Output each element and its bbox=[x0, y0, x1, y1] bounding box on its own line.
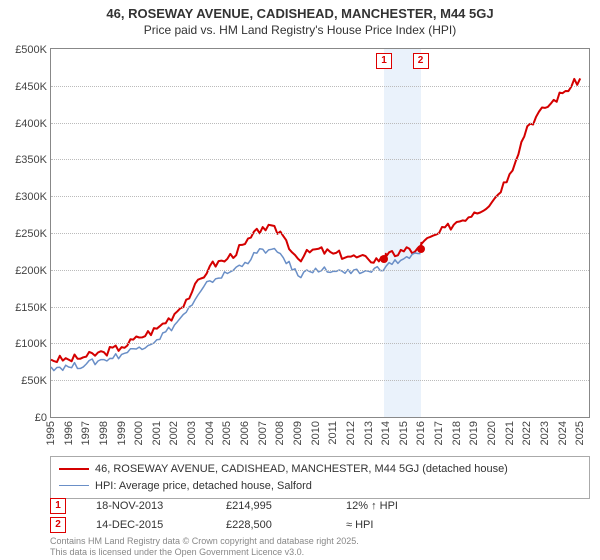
copyright-notice: Contains HM Land Registry data © Crown c… bbox=[50, 536, 590, 558]
event-date: 14-DEC-2015 bbox=[96, 519, 196, 531]
gridline-h: £500K bbox=[51, 49, 589, 50]
legend-swatch bbox=[59, 468, 89, 470]
x-axis-label: 1996 bbox=[63, 421, 75, 445]
y-axis-label: £500K bbox=[15, 44, 47, 56]
x-axis-label: 2019 bbox=[468, 421, 480, 445]
sale-point-dot bbox=[417, 245, 425, 253]
x-axis-label: 2005 bbox=[221, 421, 233, 445]
gridline-h: £450K bbox=[51, 86, 589, 87]
y-axis-label: £350K bbox=[15, 154, 47, 166]
legend-item: 46, ROSEWAY AVENUE, CADISHEAD, MANCHESTE… bbox=[59, 461, 581, 478]
chart-subtitle: Price paid vs. HM Land Registry's House … bbox=[0, 23, 600, 41]
x-axis-label: 2002 bbox=[168, 421, 180, 445]
x-axis-label: 2022 bbox=[521, 421, 533, 445]
chart-title: 46, ROSEWAY AVENUE, CADISHEAD, MANCHESTE… bbox=[0, 0, 600, 23]
gridline-h: £300K bbox=[51, 196, 589, 197]
x-axis-label: 2003 bbox=[186, 421, 198, 445]
gridline-h: £100K bbox=[51, 343, 589, 344]
event-row: 2 14-DEC-2015 £228,500 ≈ HPI bbox=[50, 517, 590, 533]
event-note: 12% ↑ HPI bbox=[346, 500, 398, 512]
x-axis-label: 2016 bbox=[415, 421, 427, 445]
copyright-line2: This data is licensed under the Open Gov… bbox=[50, 547, 590, 558]
x-axis-label: 1995 bbox=[45, 421, 57, 445]
y-axis-label: £100K bbox=[15, 338, 47, 350]
x-axis-label: 2008 bbox=[274, 421, 286, 445]
x-axis-label: 2024 bbox=[557, 421, 569, 445]
x-axis-label: 2000 bbox=[133, 421, 145, 445]
gridline-h: £50K bbox=[51, 380, 589, 381]
legend-label: HPI: Average price, detached house, Salf… bbox=[95, 478, 312, 495]
gridline-h: £150K bbox=[51, 307, 589, 308]
sale-marker: 2 bbox=[413, 53, 429, 69]
y-axis-label: £200K bbox=[15, 265, 47, 277]
x-axis-label: 2012 bbox=[345, 421, 357, 445]
event-marker-icon: 2 bbox=[50, 517, 66, 533]
x-axis-label: 2018 bbox=[451, 421, 463, 445]
gridline-h: £400K bbox=[51, 123, 589, 124]
x-axis-label: 1998 bbox=[98, 421, 110, 445]
x-axis-label: 2025 bbox=[574, 421, 586, 445]
series-line bbox=[51, 249, 421, 371]
y-axis-label: £250K bbox=[15, 228, 47, 240]
sale-events: 1 18-NOV-2013 £214,995 12% ↑ HPI 2 14-DEC-201… bbox=[50, 498, 590, 536]
x-axis-label: 2001 bbox=[151, 421, 163, 445]
plot-area: £0 £50K £100K £150K £200K £250K £300K £350K £400… bbox=[50, 48, 590, 418]
y-axis-label: £400K bbox=[15, 118, 47, 130]
x-axis-label: 2010 bbox=[310, 421, 322, 445]
x-axis-label: 2011 bbox=[327, 421, 339, 445]
sale-point-dot bbox=[380, 255, 388, 263]
y-axis-label: £50K bbox=[21, 375, 47, 387]
copyright-line1: Contains HM Land Registry data © Crown c… bbox=[50, 536, 590, 547]
legend-label: 46, ROSEWAY AVENUE, CADISHEAD, MANCHESTE… bbox=[95, 461, 508, 478]
event-date: 18-NOV-2013 bbox=[96, 500, 196, 512]
x-axis-label: 2013 bbox=[363, 421, 375, 445]
x-axis-label: 2004 bbox=[204, 421, 216, 445]
x-axis-label: 2023 bbox=[539, 421, 551, 445]
x-axis-label: 2006 bbox=[239, 421, 251, 445]
x-axis-label: 2020 bbox=[486, 421, 498, 445]
gridline-h: £250K bbox=[51, 233, 589, 234]
x-axis-label: 2017 bbox=[433, 421, 445, 445]
y-axis-label: £150K bbox=[15, 302, 47, 314]
x-axis-label: 2014 bbox=[380, 421, 392, 445]
gridline-h: £200K bbox=[51, 270, 589, 271]
x-axis-label: 1999 bbox=[116, 421, 128, 445]
legend-swatch bbox=[59, 485, 89, 486]
event-row: 1 18-NOV-2013 £214,995 12% ↑ HPI bbox=[50, 498, 590, 514]
event-note: ≈ HPI bbox=[346, 519, 373, 531]
x-axis-label: 1997 bbox=[80, 421, 92, 445]
x-axis-label: 2007 bbox=[257, 421, 269, 445]
gridline-h: £350K bbox=[51, 159, 589, 160]
event-marker-icon: 1 bbox=[50, 498, 66, 514]
x-axis-label: 2009 bbox=[292, 421, 304, 445]
series-line bbox=[51, 78, 580, 362]
event-price: £214,995 bbox=[226, 500, 316, 512]
sale-marker: 1 bbox=[376, 53, 392, 69]
legend: 46, ROSEWAY AVENUE, CADISHEAD, MANCHESTE… bbox=[50, 456, 590, 499]
event-price: £228,500 bbox=[226, 519, 316, 531]
y-axis-label: £450K bbox=[15, 81, 47, 93]
x-axis-label: 2021 bbox=[504, 421, 516, 445]
gridline-h: £0 bbox=[51, 417, 589, 418]
x-axis-label: 2015 bbox=[398, 421, 410, 445]
legend-item: HPI: Average price, detached house, Salf… bbox=[59, 478, 581, 495]
y-axis-label: £300K bbox=[15, 191, 47, 203]
